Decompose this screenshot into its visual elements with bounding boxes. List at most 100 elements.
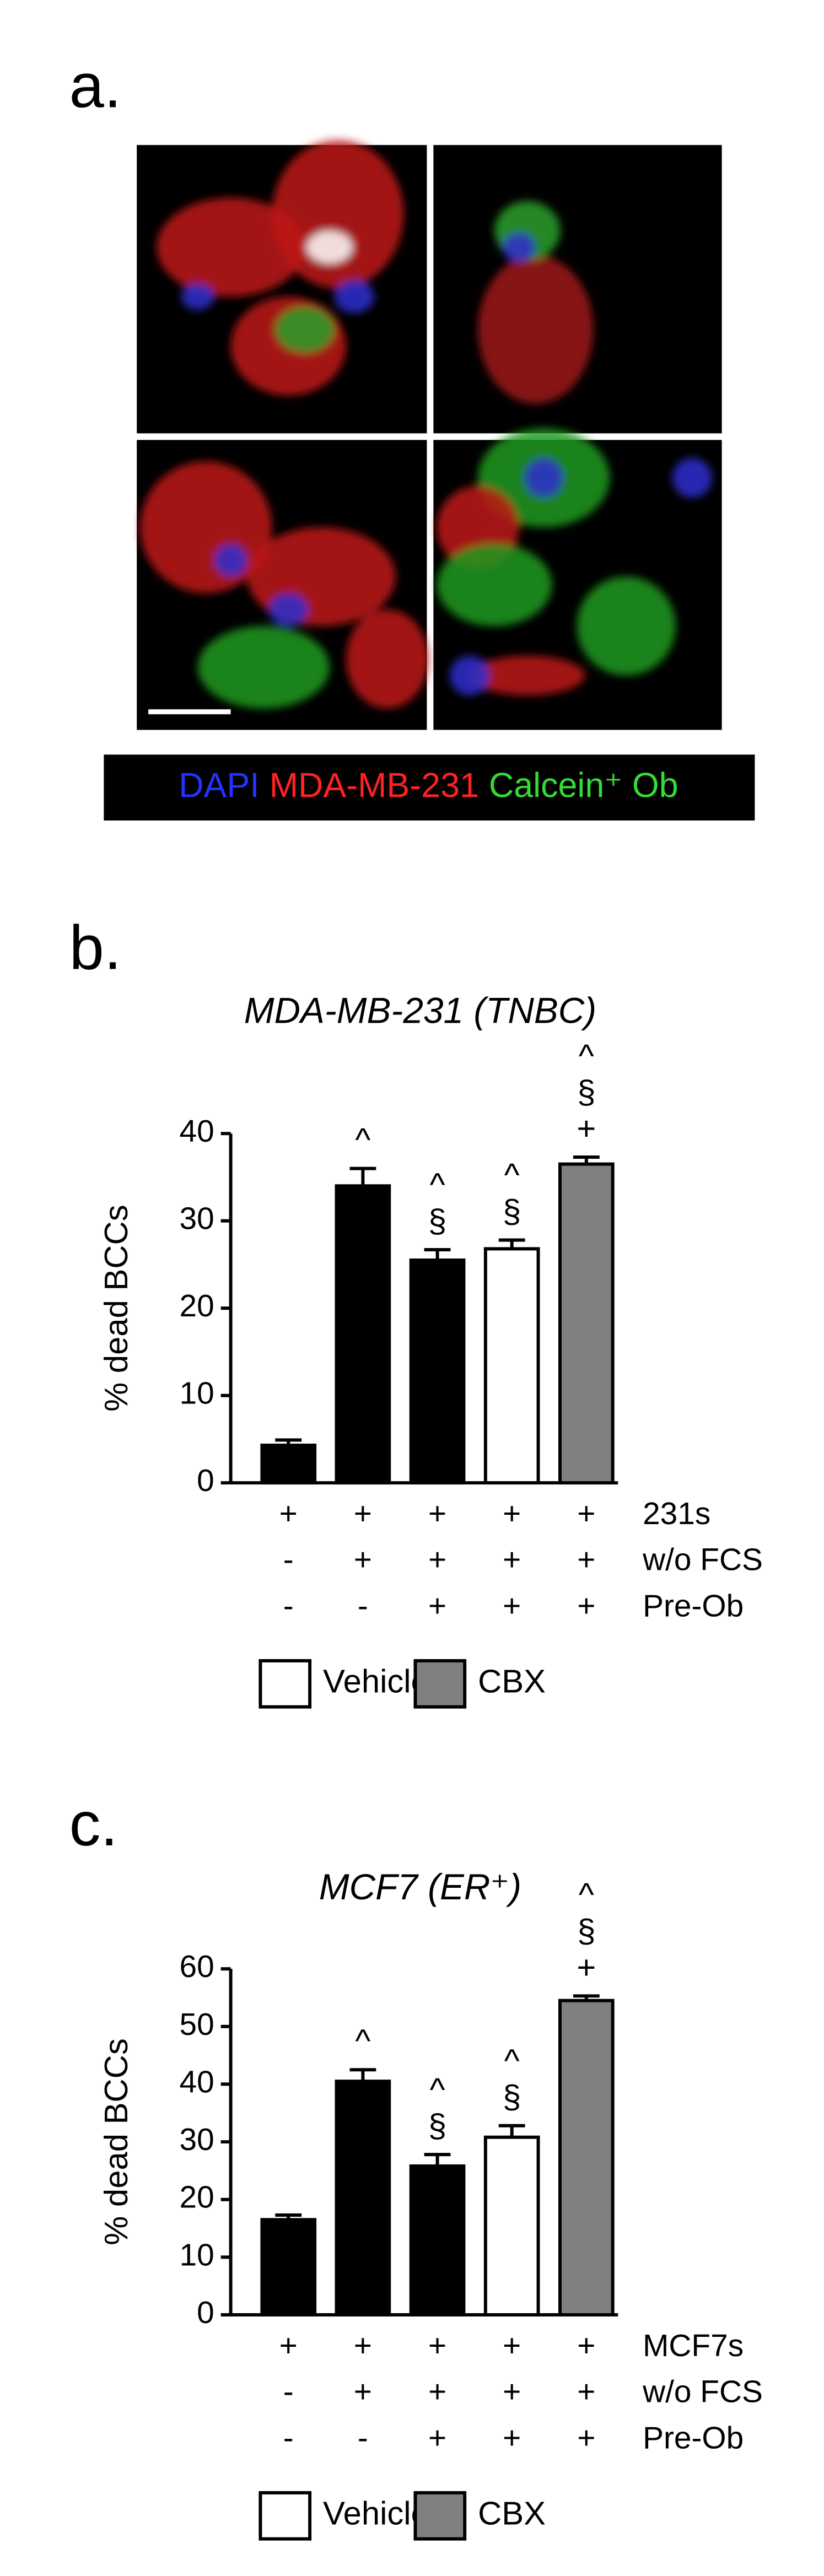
condition-mark: +	[577, 2375, 595, 2410]
condition-mark: -	[283, 1543, 294, 1578]
legend-label: Vehicle	[323, 1663, 429, 1700]
condition-mark: +	[577, 1543, 595, 1578]
cell	[346, 609, 429, 709]
cells	[140, 140, 712, 709]
charts: b. MDA-MB-231 (TNBC) % dead BCCs 0 10 20 30 40 ^…	[69, 912, 763, 2541]
micrographs	[137, 140, 722, 730]
condition-label: w/o FCS	[642, 1543, 763, 1578]
cell	[197, 626, 330, 709]
chart-title: MCF7 (ER⁺)	[319, 1866, 521, 1907]
legend-text: DAPI	[179, 766, 260, 804]
bar	[260, 1443, 317, 1485]
condition-mark: -	[283, 2421, 294, 2455]
condition-mark: +	[503, 2421, 521, 2455]
y-tick-label: 20	[180, 2180, 214, 2215]
cell	[524, 458, 564, 498]
significance-mark: ^	[504, 2042, 520, 2079]
cell	[157, 197, 305, 297]
cell	[275, 306, 335, 353]
condition-mark: +	[577, 2329, 595, 2363]
panel-label: b.	[69, 912, 122, 982]
bar	[260, 2218, 317, 2317]
cell	[577, 576, 676, 676]
y-tick-label: 30	[180, 1202, 214, 1236]
cell	[181, 283, 214, 310]
cell	[672, 458, 712, 498]
legend-swatch	[258, 1659, 312, 1709]
condition-mark: +	[428, 1589, 446, 1623]
condition-mark: -	[283, 1589, 294, 1623]
condition-mark: +	[428, 1543, 446, 1578]
significance-mark: §	[503, 1192, 521, 1229]
condition-label: Pre-Ob	[643, 2421, 744, 2455]
condition-mark: +	[503, 1497, 521, 1531]
significance-mark: §	[503, 2078, 521, 2115]
y-tick-label: 50	[180, 2007, 214, 2042]
y-tick-label: 10	[180, 2238, 214, 2272]
y-tick-label: 30	[180, 2123, 214, 2157]
legend-swatch	[413, 2491, 467, 2541]
condition-mark: +	[428, 2329, 446, 2363]
legend-label: CBX	[478, 1663, 546, 1700]
microscopy-legend-box	[104, 754, 755, 821]
cell	[214, 543, 247, 577]
panel-label: c.	[69, 1789, 118, 1859]
condition-mark: +	[354, 1543, 372, 1578]
microscopy-legend: DAPI MDA-MB-231 Calcein⁺ Ob	[179, 766, 678, 804]
legend-text: Calcein⁺ Ob	[489, 766, 678, 804]
significance-mark: ^	[430, 2071, 445, 2108]
condition-mark: +	[354, 2375, 372, 2410]
significance-mark: ^	[504, 1157, 520, 1194]
cell	[502, 232, 536, 262]
legend-label: Vehicle	[323, 2495, 429, 2532]
significance-mark: ^	[355, 2022, 370, 2059]
bar	[483, 1247, 540, 1485]
bar	[558, 1162, 615, 1485]
significance-mark: +	[577, 1948, 596, 1985]
condition-mark: +	[354, 1497, 372, 1531]
condition-mark: +	[503, 1589, 521, 1623]
cell	[478, 255, 594, 404]
significance-mark: §	[428, 1202, 446, 1239]
condition-mark: +	[577, 1497, 595, 1531]
y-axis-label: % dead BCCs	[98, 2038, 134, 2245]
legend-swatch	[413, 1659, 467, 1709]
condition-mark: +	[577, 2421, 595, 2455]
significance-mark: ^	[430, 1166, 445, 1203]
panel-label: a.	[69, 51, 122, 121]
bar	[409, 1258, 466, 1485]
y-axis-label: % dead BCCs	[98, 1205, 134, 1412]
y-tick-label: 0	[197, 1463, 214, 1498]
condition-mark: -	[358, 1589, 368, 1623]
condition-mark: +	[279, 2329, 298, 2363]
significance-mark: ^	[579, 1876, 594, 1913]
significance-mark: §	[577, 1073, 595, 1110]
chart-title: MDA-MB-231 (TNBC)	[244, 990, 596, 1030]
condition-label: Pre-Ob	[643, 1589, 744, 1623]
y-tick-label: 60	[180, 1949, 214, 1984]
condition-mark: +	[428, 2375, 446, 2410]
bar	[558, 1999, 615, 2317]
condition-label: 231s	[643, 1497, 710, 1531]
y-tick-label: 40	[180, 2065, 214, 2099]
bar	[409, 2164, 466, 2317]
bar	[335, 2080, 391, 2317]
significance-mark: §	[428, 2107, 446, 2144]
condition-mark: +	[503, 2329, 521, 2363]
legend-swatch	[258, 2491, 312, 2541]
condition-label: w/o FCS	[642, 2375, 763, 2410]
condition-mark: +	[428, 1497, 446, 1531]
y-tick-label: 20	[180, 1289, 214, 1324]
significance-mark: ^	[579, 1037, 594, 1074]
cell	[268, 593, 309, 627]
significance-mark: ^	[355, 1121, 370, 1158]
bar	[335, 1184, 391, 1485]
cell	[437, 543, 552, 627]
y-tick-label: 10	[180, 1376, 214, 1411]
y-tick-label: 0	[197, 2296, 214, 2330]
cell	[470, 656, 585, 695]
cell	[334, 280, 374, 314]
condition-mark: +	[577, 1589, 595, 1623]
